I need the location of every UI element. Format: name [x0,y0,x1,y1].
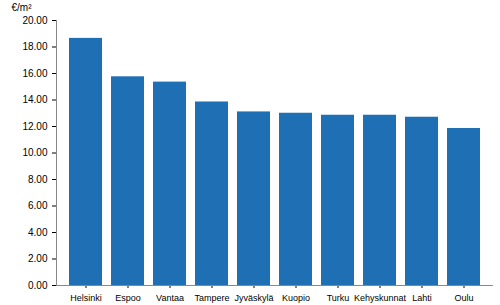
svg-text:16.00: 16.00 [22,68,47,79]
svg-text:Vantaa: Vantaa [156,293,184,303]
svg-text:6.00: 6.00 [28,200,48,211]
svg-text:18.00: 18.00 [22,41,47,52]
svg-text:20.00: 20.00 [22,15,47,26]
svg-text:0.00: 0.00 [28,280,48,291]
svg-text:10.00: 10.00 [22,147,47,158]
svg-text:Jyväskylä: Jyväskylä [234,293,273,303]
svg-text:Oulu: Oulu [454,293,473,303]
svg-text:8.00: 8.00 [28,174,48,185]
svg-text:Turku: Turku [327,293,350,303]
svg-text:Helsinki: Helsinki [70,293,102,303]
svg-text:Tampere: Tampere [194,293,229,303]
svg-text:Kehyskunnat: Kehyskunnat [354,293,407,303]
svg-text:4.00: 4.00 [28,227,48,238]
svg-text:12.00: 12.00 [22,121,47,132]
svg-text:14.00: 14.00 [22,94,47,105]
svg-text:Kuopio: Kuopio [282,293,310,303]
svg-text:Lahti: Lahti [412,293,432,303]
svg-text:€/m²: €/m² [12,2,33,13]
svg-text:2.00: 2.00 [28,253,48,264]
svg-text:Espoo: Espoo [115,293,141,303]
